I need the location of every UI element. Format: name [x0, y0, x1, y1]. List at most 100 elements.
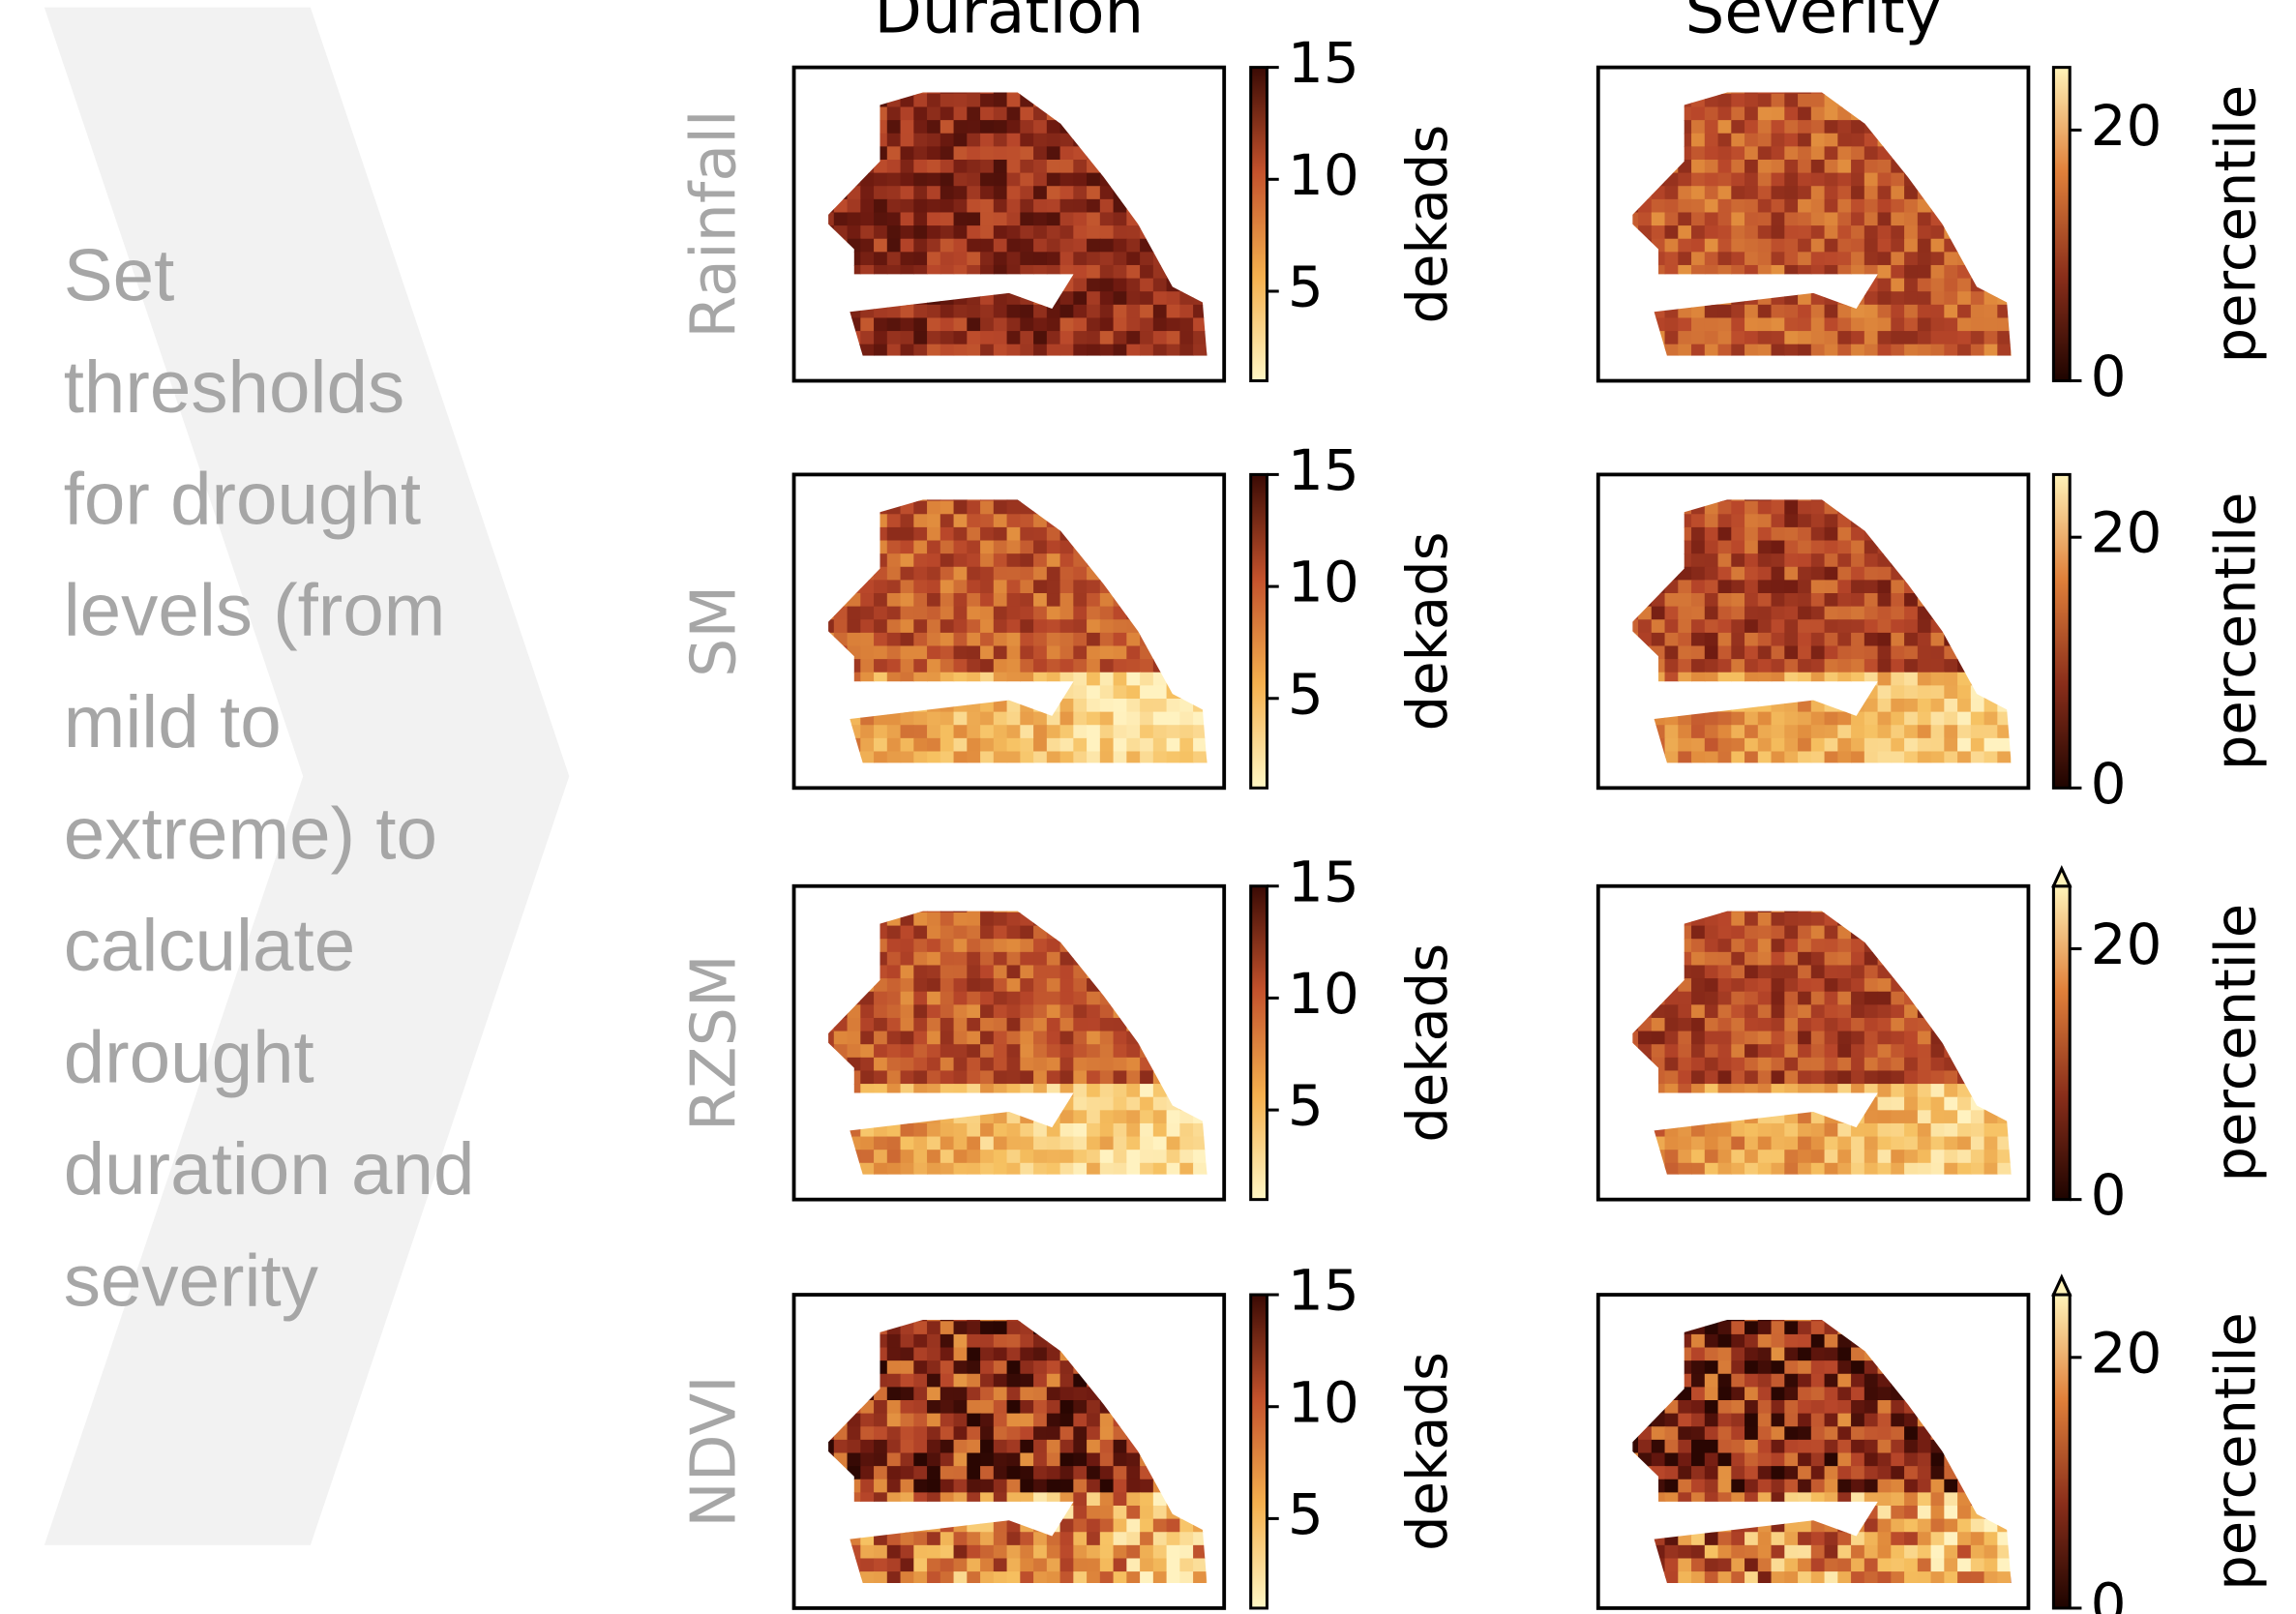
- map-cell: [874, 106, 888, 120]
- map-cell: [1073, 1163, 1088, 1177]
- map-cell: [1100, 633, 1115, 646]
- map-cell: [954, 527, 969, 541]
- map-cell: [1784, 514, 1799, 527]
- map-cell: [1758, 146, 1773, 160]
- map-cell: [1598, 672, 1613, 686]
- map-cell: [1731, 567, 1745, 581]
- map-cell: [980, 239, 995, 253]
- map-cell: [1020, 120, 1034, 134]
- map-cell: [901, 134, 915, 147]
- map-cell: [1207, 186, 1221, 199]
- map-cell: [807, 527, 821, 541]
- map-cell: [1718, 672, 1733, 686]
- map-cell: [848, 488, 862, 501]
- map-cell: [1087, 134, 1101, 147]
- map-cell: [1931, 541, 1946, 554]
- map-cell: [1665, 1097, 1680, 1111]
- map-cell: [1944, 1097, 1958, 1111]
- map-cell: [994, 939, 1008, 952]
- colorbar-tick-label: 5: [1288, 1073, 1324, 1139]
- map-cell: [1126, 94, 1141, 107]
- map-cell: [1811, 1137, 1826, 1151]
- map-cell: [1100, 659, 1115, 672]
- map-cell: [1598, 1018, 1613, 1031]
- map-cell: [1220, 646, 1235, 660]
- map-cell: [913, 225, 928, 239]
- map-cell: [1167, 1058, 1181, 1071]
- map-cell: [2024, 646, 2039, 660]
- map-cell: [1114, 80, 1128, 94]
- map-cell: [1598, 751, 1613, 764]
- map-cell: [2024, 1123, 2039, 1137]
- map-cell: [1007, 1123, 1022, 1137]
- map-cell: [1864, 992, 1879, 1005]
- map-cell: [1864, 952, 1879, 966]
- map-cell: [1718, 1137, 1733, 1151]
- map-cell: [1891, 738, 1905, 752]
- map-cell: [887, 239, 902, 253]
- map-cell: [1625, 80, 1639, 94]
- map-cell: [1126, 279, 1141, 292]
- map-cell: [1179, 331, 1194, 344]
- map-cell: [1772, 357, 1786, 371]
- map-cell: [927, 1018, 941, 1031]
- map-cell: [1140, 527, 1154, 541]
- map-cell: [1691, 1137, 1706, 1151]
- map-cell: [2011, 80, 2025, 94]
- map-cell: [1811, 633, 1826, 646]
- map-cell: [1918, 1150, 1932, 1163]
- map-cell: [1612, 291, 1626, 305]
- map-cell: [1179, 712, 1194, 726]
- map-cell: [1811, 80, 1826, 94]
- map-cell: [1744, 672, 1759, 686]
- map-cell: [807, 106, 821, 120]
- map-cell: [1811, 357, 1826, 371]
- map-cell: [874, 751, 888, 764]
- map-cell: [1625, 912, 1639, 926]
- map-cell: [1971, 1004, 1985, 1018]
- map-cell: [1984, 912, 1999, 926]
- map-cell: [1758, 239, 1773, 253]
- map-cell: [1087, 992, 1101, 1005]
- map-cell: [1598, 992, 1613, 1005]
- map-cell: [1731, 106, 1745, 120]
- map-cell: [940, 212, 955, 225]
- map-cell: [1598, 899, 1613, 912]
- map-cell: [1851, 712, 1865, 726]
- map-cell: [1744, 1163, 1759, 1177]
- map-cell: [967, 80, 981, 94]
- map-cell: [1007, 912, 1022, 926]
- map-cell: [1837, 68, 1852, 81]
- map-cell: [1047, 593, 1061, 607]
- map-cell: [954, 712, 969, 726]
- map-cell: [954, 992, 969, 1005]
- map-cell: [1851, 633, 1865, 646]
- map-cell: [1864, 291, 1879, 305]
- map-cell: [1878, 239, 1893, 253]
- map-cell: [1100, 134, 1115, 147]
- map-cell: [887, 1044, 902, 1058]
- map-cell: [1731, 1031, 1745, 1045]
- map-cell: [994, 199, 1008, 213]
- map-cell: [1612, 1163, 1626, 1177]
- map-cell: [980, 939, 995, 952]
- map-cell: [1997, 685, 2012, 699]
- map-cell: [1612, 607, 1626, 620]
- map-cell: [967, 965, 981, 978]
- map-cell: [1193, 672, 1208, 686]
- map-cell: [2011, 738, 2025, 752]
- map-cell: [794, 173, 809, 187]
- map-cell: [954, 1308, 969, 1322]
- map-cell: [860, 541, 875, 554]
- map-cell: [1851, 68, 1865, 81]
- map-cell: [1984, 1058, 1999, 1071]
- map-cell: [1207, 978, 1221, 992]
- map-cell: [1179, 553, 1194, 567]
- map-cell: [1798, 279, 1812, 292]
- map-cell: [1837, 952, 1852, 966]
- map-cell: [1140, 212, 1154, 225]
- map-cell: [1758, 1137, 1773, 1151]
- map-cell: [927, 317, 941, 331]
- map-cell: [927, 160, 941, 173]
- map-cell: [1114, 106, 1128, 120]
